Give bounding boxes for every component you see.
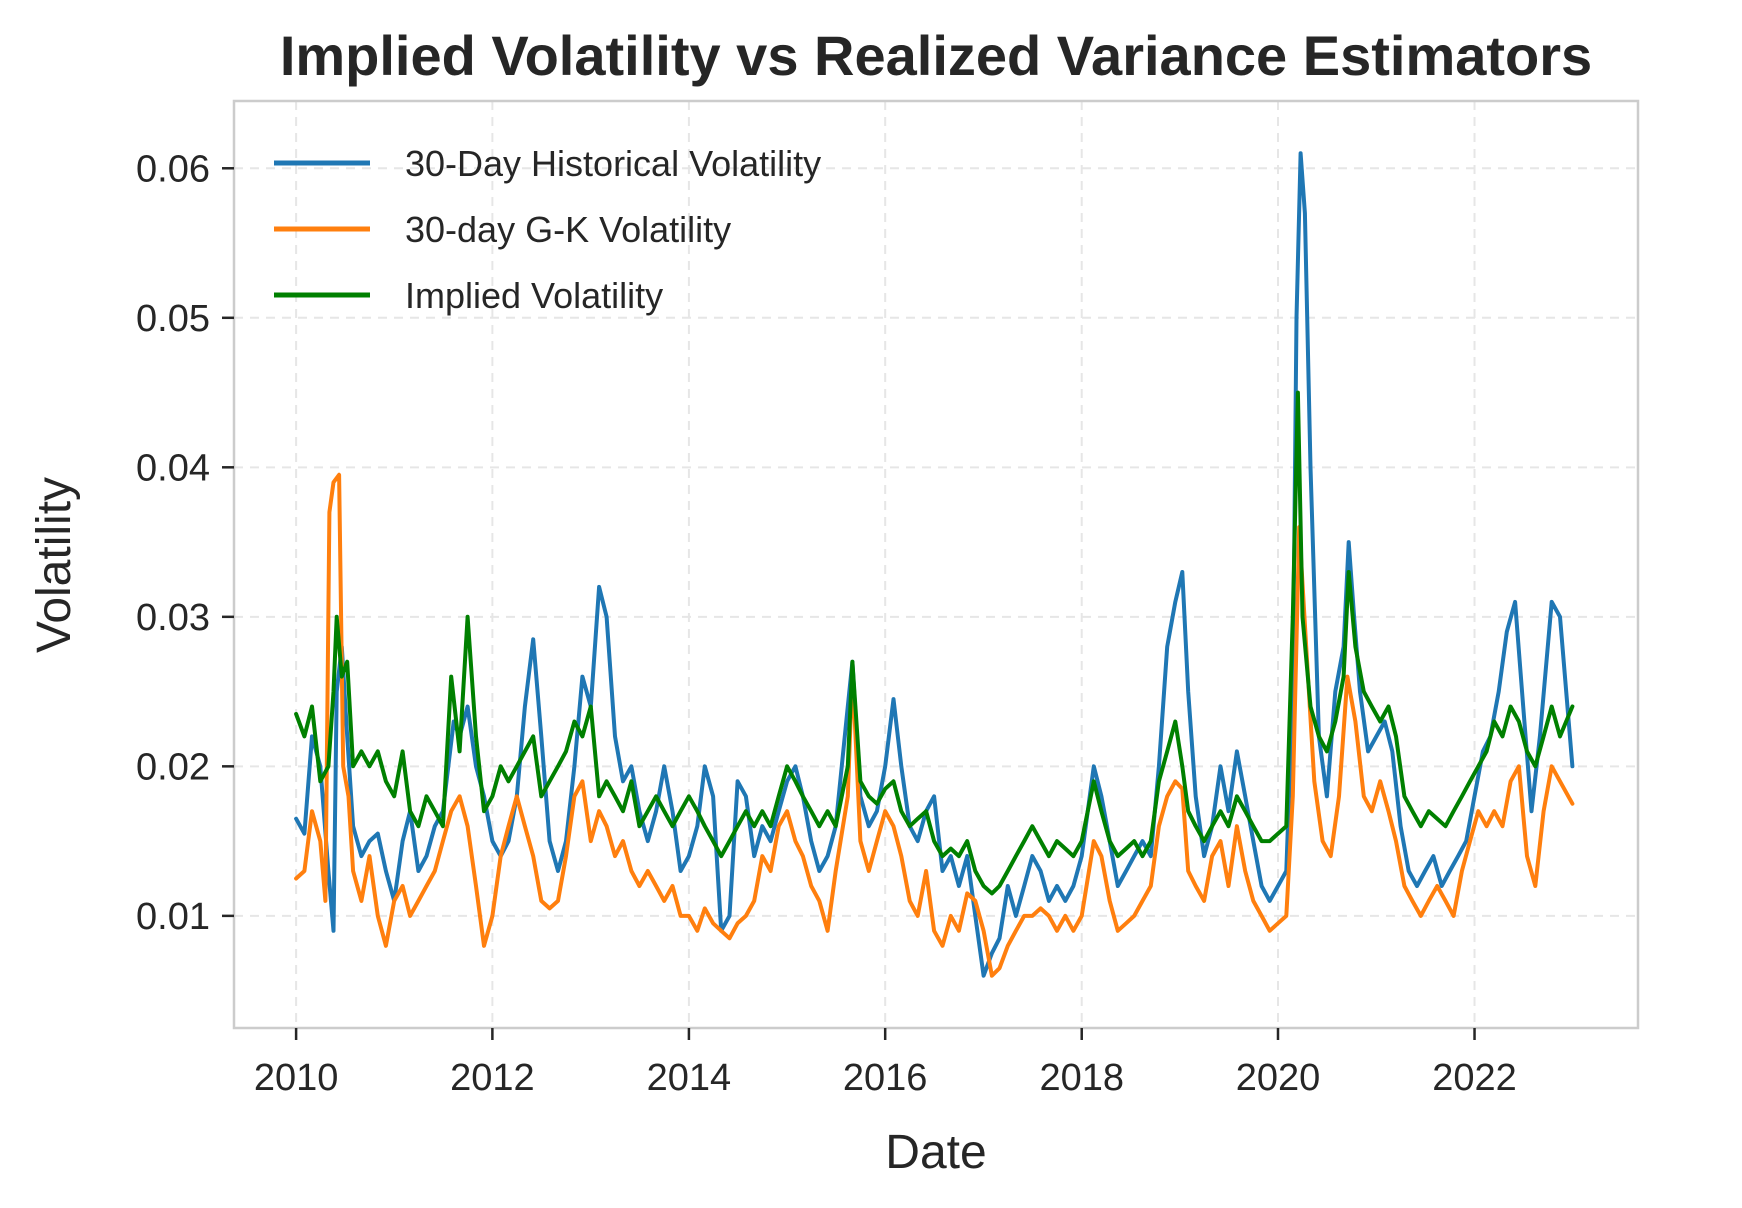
series-line-2	[294, 472, 1575, 978]
x-axis-ticks: 2010 2012 2014 2016 2018 2020 2022	[254, 1028, 1517, 1099]
y-tick-label: 0.06	[136, 148, 210, 190]
grid	[234, 101, 1638, 1028]
legend-label: Implied Volatility	[405, 275, 663, 316]
legend-label: 30-Day Historical Volatility	[405, 143, 821, 184]
series-line-1	[294, 151, 1575, 978]
y-tick-label: 0.04	[136, 447, 210, 489]
y-tick-label: 0.02	[136, 746, 210, 788]
chart-title: Implied Volatility vs Realized Variance …	[280, 24, 1592, 87]
series-lines	[294, 151, 1575, 978]
legend-label: 30-day G-K Volatility	[405, 209, 731, 250]
x-tick-label: 2020	[1236, 1057, 1321, 1099]
legend: 30-Day Historical Volatility 30-day G-K V…	[274, 143, 821, 316]
series-line-3	[294, 390, 1575, 896]
y-tick-label: 0.05	[136, 298, 210, 340]
x-tick-label: 2010	[254, 1057, 339, 1099]
plot-frame	[232, 99, 1640, 1030]
y-tick-label: 0.03	[136, 597, 210, 639]
x-tick-label: 2016	[843, 1057, 928, 1099]
x-tick-label: 2018	[1039, 1057, 1124, 1099]
x-tick-label: 2022	[1432, 1057, 1517, 1099]
y-axis-ticks: 0.01 0.02 0.03 0.04 0.05 0.06	[136, 148, 234, 938]
y-tick-label: 0.01	[136, 896, 210, 938]
y-axis-label: Volatility	[28, 477, 81, 653]
x-tick-label: 2014	[647, 1057, 732, 1099]
x-tick-label: 2012	[450, 1057, 535, 1099]
x-axis-label: Date	[885, 1126, 986, 1179]
